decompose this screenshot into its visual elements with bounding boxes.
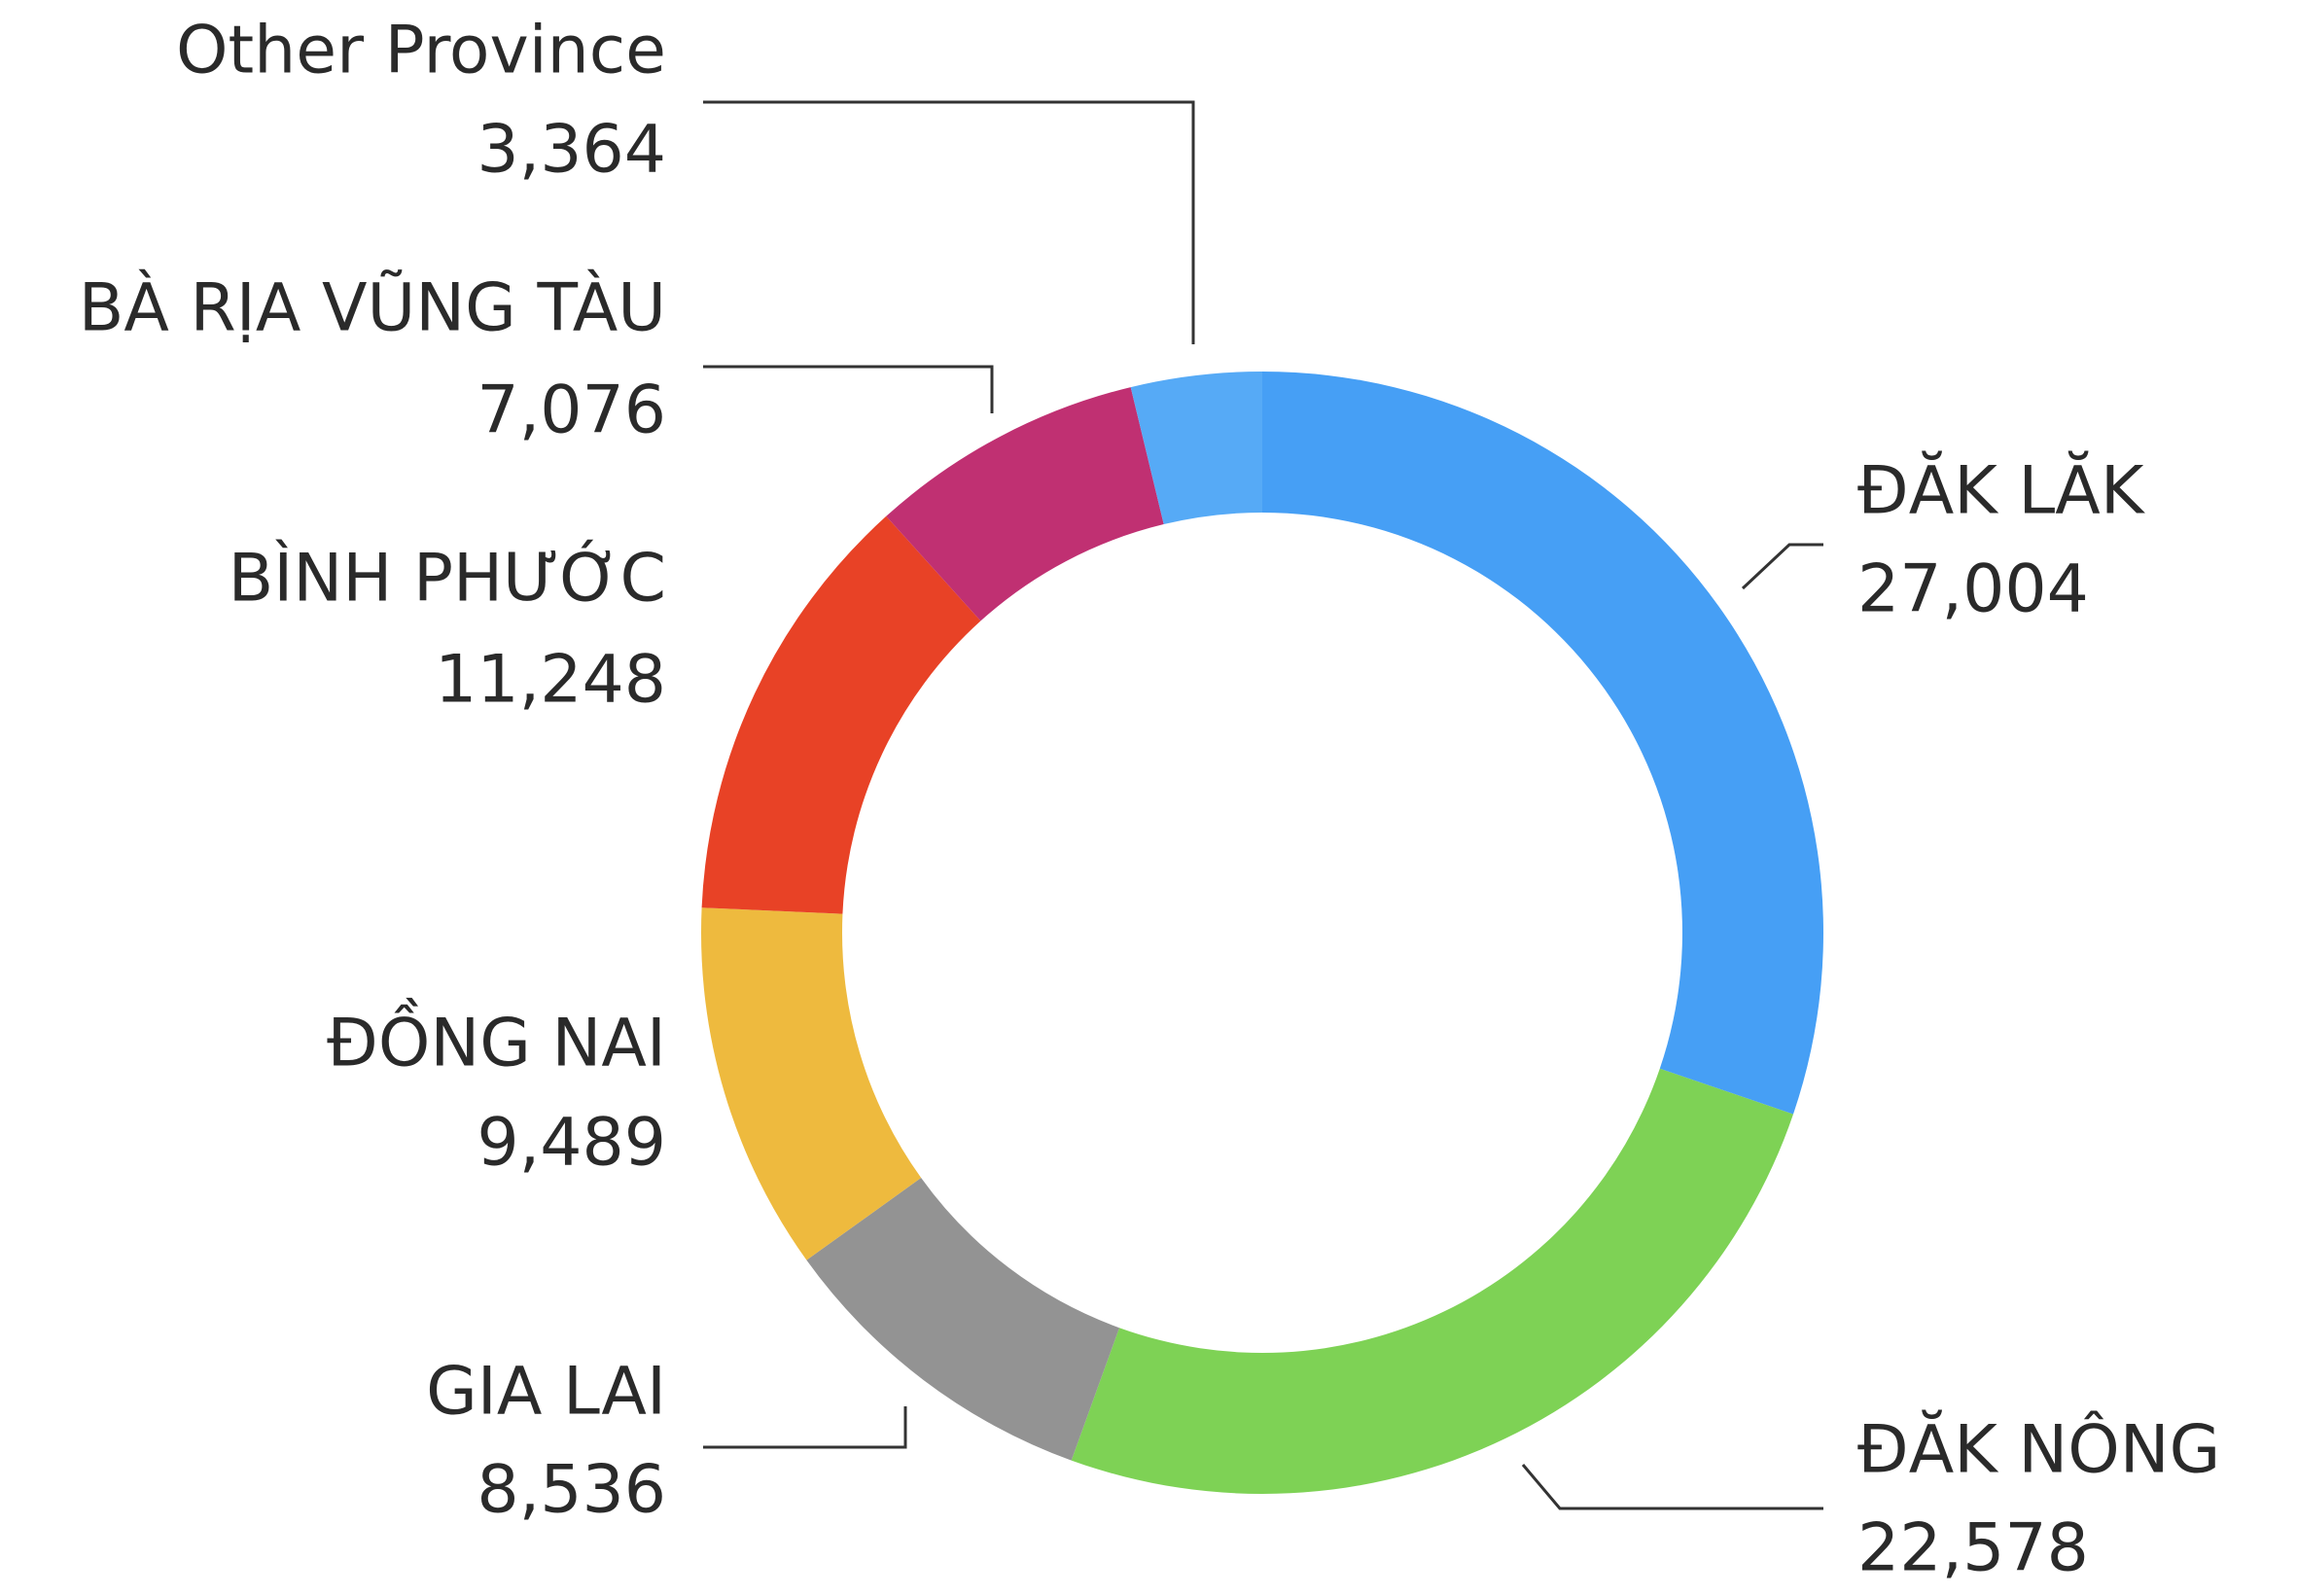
donut-slice [1130,372,1262,525]
slice-label: ĐĂK NÔNG [1857,1409,2220,1489]
leader-line [703,1406,907,1449]
donut-slice [806,1178,1119,1461]
value-label: 11,248 [435,642,666,719]
donut-slice [701,515,981,914]
slice-label: Other Province [176,13,666,89]
slice-label: ĐỒNG NAI [327,998,666,1082]
donut-slice [1262,372,1824,1115]
value-label: 3,364 [477,112,666,189]
value-label: 9,489 [477,1105,666,1182]
value-label: 7,076 [477,372,666,449]
leader-line [703,365,994,413]
leader-line [703,100,1195,344]
slice-label: BÀ RỊA VŨNG TÀU [79,269,666,347]
slice-label: GIA LAI [426,1354,666,1431]
value-label: 8,536 [477,1452,666,1529]
donut-slice [701,907,922,1260]
slice-label: BÌNH PHƯỚC [229,539,666,618]
leader-line [1521,1464,1823,1510]
donut-slice [1071,1068,1793,1494]
value-label: 22,578 [1857,1510,2089,1587]
slice-label: ĐĂK LĂK [1857,450,2146,530]
leader-line [1741,543,1823,590]
value-label: 27,004 [1857,551,2089,628]
donut-slice [886,387,1164,621]
